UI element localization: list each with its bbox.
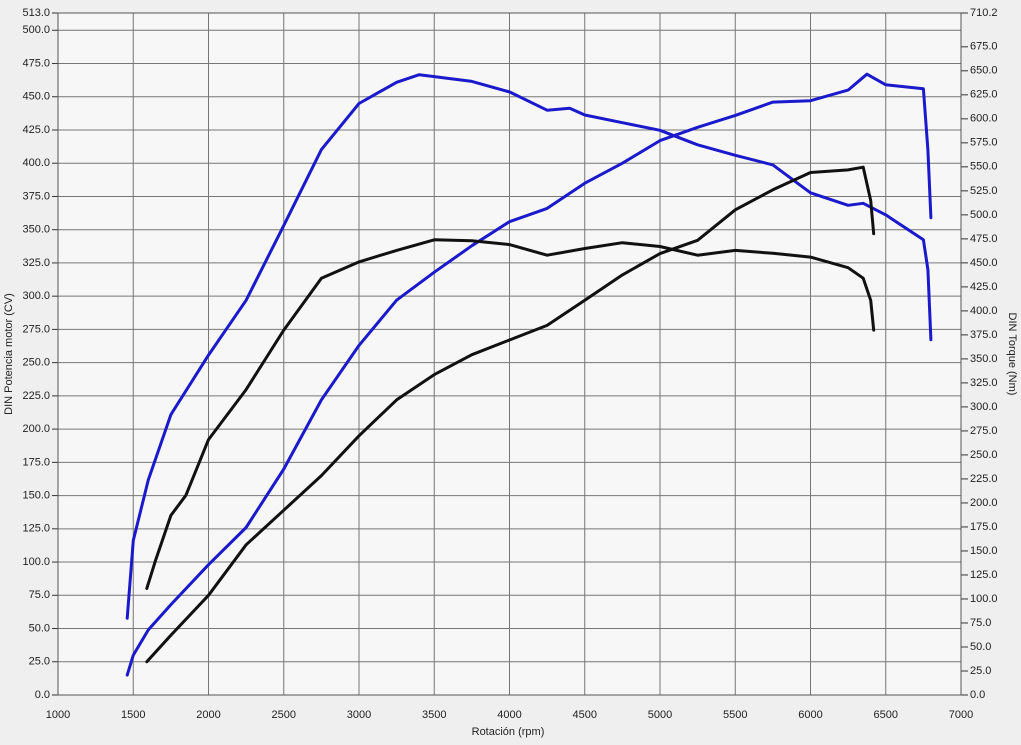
y2-tick-label: 350.0: [970, 353, 998, 365]
x-tick-label: 5500: [723, 709, 747, 721]
y-tick-label: 100.0: [22, 556, 50, 568]
y2-tick-label: 600.0: [970, 113, 998, 125]
y-tick-label: 275.0: [22, 323, 50, 335]
y2-tick-label: 400.0: [970, 305, 998, 317]
y2-tick-label: 325.0: [970, 377, 998, 389]
x-tick-label: 5000: [648, 709, 672, 721]
y2-tick-label: 475.0: [970, 233, 998, 245]
series-line: [125, 73, 933, 620]
y-tick-label: 125.0: [22, 523, 50, 535]
y2-tick-label: 525.0: [970, 185, 998, 197]
x-tick-label: 4500: [573, 709, 597, 721]
series-line: [145, 238, 876, 590]
y-tick-label: 0.0: [35, 689, 50, 701]
y2-tick-label: 625.0: [970, 89, 998, 101]
y-tick-label: 425.0: [22, 124, 50, 136]
plot-frame: [57, 12, 962, 696]
y-tick-label: 350.0: [22, 224, 50, 236]
y2-tick-label: 125.0: [970, 569, 998, 581]
y2-axis-title: DIN Torque (Nm): [1006, 313, 1018, 396]
y2-tick-label: 425.0: [970, 281, 998, 293]
y2-tick-label: 550.0: [970, 161, 998, 173]
y2-tick-label: 100.0: [970, 593, 998, 605]
y-axis-title: DIN Potencia motor (CV): [3, 293, 15, 415]
x-tick-label: 7000: [949, 709, 973, 721]
x-tick-label: 4000: [497, 709, 521, 721]
y2-tick-label: 75.0: [970, 617, 991, 629]
x-tick-label: 2000: [196, 709, 220, 721]
y2-tick-label: 150.0: [970, 545, 998, 557]
y2-tick-label: 375.0: [970, 329, 998, 341]
y2-tick-label: 450.0: [970, 257, 998, 269]
x-axis-title: Rotación (rpm): [472, 726, 545, 738]
y-tick-label: 375.0: [22, 190, 50, 202]
y2-tick-label: 300.0: [970, 401, 998, 413]
y2-tick-label: 710.2: [970, 7, 998, 19]
y2-tick-label: 175.0: [970, 521, 998, 533]
y-tick-label: 225.0: [22, 390, 50, 402]
y2-tick-label: 225.0: [970, 473, 998, 485]
y-tick-label: 400.0: [22, 157, 50, 169]
y-tick-label: 50.0: [29, 622, 50, 634]
y2-tick-label: 275.0: [970, 425, 998, 437]
y-tick-label: 513.0: [22, 7, 50, 19]
series-line: [125, 72, 933, 677]
y2-tick-label: 575.0: [970, 137, 998, 149]
y2-tick-label: 250.0: [970, 449, 998, 461]
y2-tick-label: 25.0: [970, 665, 991, 677]
y-tick-label: 175.0: [22, 456, 50, 468]
x-tick-label: 6500: [874, 709, 898, 721]
x-tick-label: 1000: [46, 709, 70, 721]
y-tick-label: 25.0: [29, 656, 50, 668]
y2-tick-label: 650.0: [970, 65, 998, 77]
y-tick-label: 500.0: [22, 24, 50, 36]
x-tick-label: 3500: [422, 709, 446, 721]
y-tick-label: 75.0: [29, 589, 50, 601]
y-tick-label: 450.0: [22, 91, 50, 103]
x-tick-label: 2500: [272, 709, 296, 721]
x-tick-label: 3000: [347, 709, 371, 721]
x-tick-label: 6000: [798, 709, 822, 721]
y-tick-label: 300.0: [22, 290, 50, 302]
y2-tick-label: 200.0: [970, 497, 998, 509]
y2-tick-label: 500.0: [970, 209, 998, 221]
x-tick-label: 1500: [121, 709, 145, 721]
y2-tick-label: 675.0: [970, 41, 998, 53]
y-tick-label: 150.0: [22, 489, 50, 501]
y-tick-label: 475.0: [22, 57, 50, 69]
y2-tick-label: 50.0: [970, 641, 991, 653]
series-line: [145, 165, 876, 664]
y2-tick-label: 0.0: [970, 689, 985, 701]
y-tick-label: 325.0: [22, 257, 50, 269]
y-tick-label: 250.0: [22, 357, 50, 369]
y-tick-label: 200.0: [22, 423, 50, 435]
